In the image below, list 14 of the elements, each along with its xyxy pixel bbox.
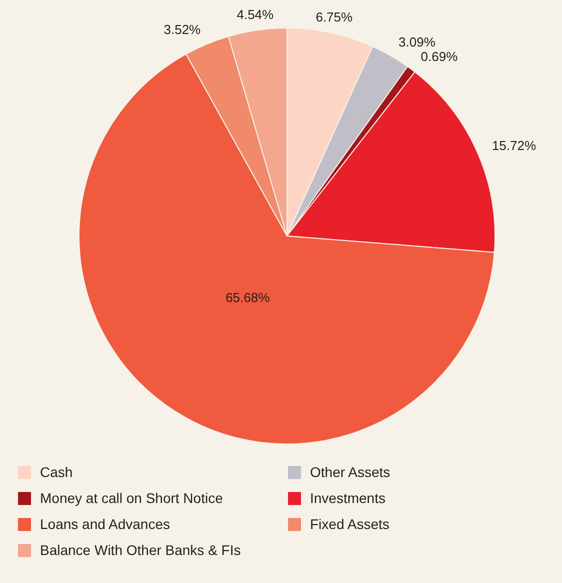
data-label: 0.69%: [420, 48, 458, 64]
data-label: 3.52%: [164, 22, 202, 37]
legend-label: Fixed Assets: [310, 516, 390, 532]
data-label: 65.68%: [226, 290, 270, 305]
legend-label: Loans and Advances: [40, 516, 170, 532]
legend-label: Other Assets: [310, 464, 390, 480]
data-label: 4.54%: [236, 6, 274, 22]
data-label: 15.72%: [492, 138, 536, 154]
legend-label: Balance With Other Banks & FIs: [40, 542, 241, 558]
legend-label: Cash: [40, 464, 73, 480]
data-label: 6.75%: [316, 10, 354, 25]
data-label: 3.09%: [398, 34, 436, 50]
legend-label: Investments: [310, 490, 386, 506]
legend-label: Money at call on Short Notice: [40, 490, 224, 506]
